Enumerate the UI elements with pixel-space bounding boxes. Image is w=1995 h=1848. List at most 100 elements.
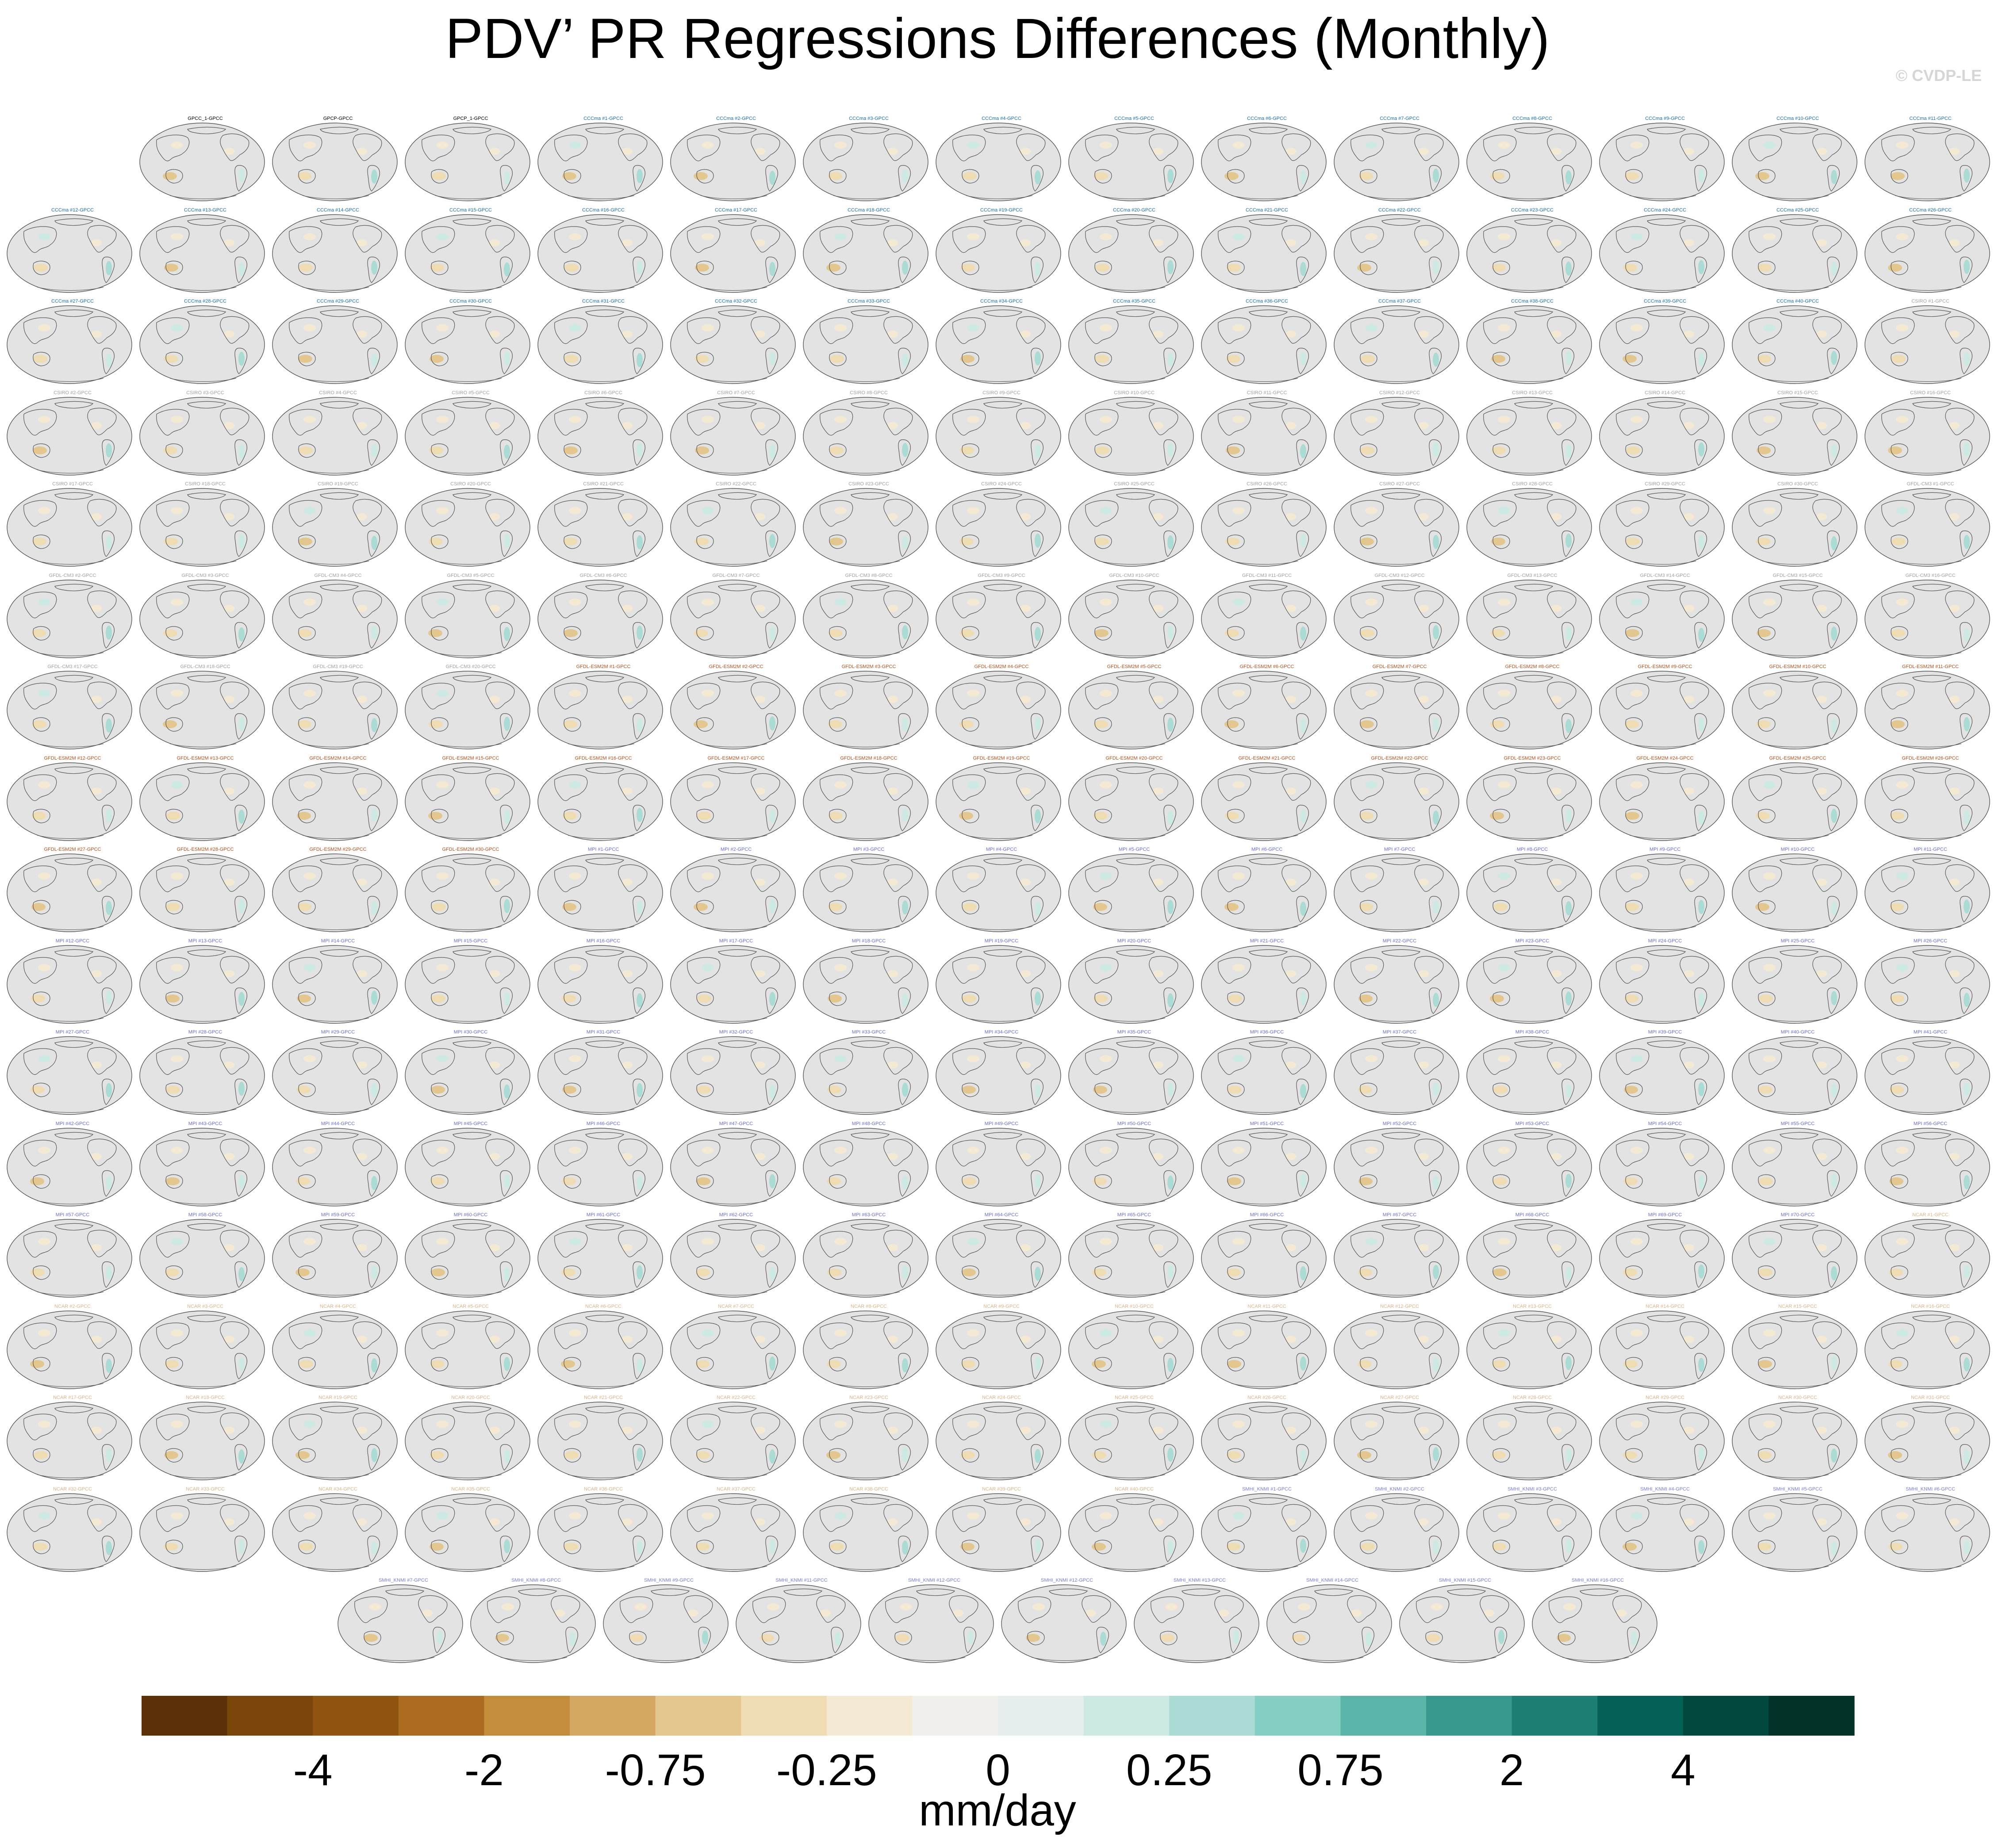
map-panel-title: GFDL-ESM2M #8-GPCC	[1505, 664, 1560, 669]
coastline	[23, 957, 57, 984]
coastline	[751, 1229, 780, 1257]
world-map	[7, 1310, 132, 1389]
regression-patch	[1153, 148, 1163, 155]
coastline	[585, 584, 625, 591]
coastline	[554, 1505, 588, 1532]
coastline	[687, 1414, 721, 1441]
map-ocean	[1532, 1584, 1657, 1663]
map-panel: CCCma #9-GPCC	[1599, 116, 1731, 204]
coastline	[1218, 1231, 1251, 1258]
colorbar-bin	[1340, 1696, 1427, 1736]
regression-patch	[1623, 1542, 1637, 1551]
map-panel-title: NCAR #24-GPCC	[982, 1395, 1021, 1400]
map-panel-title: CCCma #6-GPCC	[1247, 116, 1287, 121]
map-ocean	[537, 671, 663, 749]
coastline	[568, 1474, 635, 1478]
regression-patch	[1094, 720, 1108, 728]
world-map	[1466, 1036, 1592, 1115]
coastline	[1364, 1109, 1431, 1113]
regression-patch	[1228, 994, 1242, 1003]
map-panel: GFDL-CM3 #7-GPCC	[670, 573, 802, 661]
regression-patch	[364, 1634, 378, 1642]
map-ocean	[1865, 1493, 1990, 1572]
coastline	[33, 809, 50, 823]
map-panel: GFDL-CM3 #11-GPCC	[1201, 573, 1333, 661]
world-map	[1599, 579, 1725, 658]
coastline	[1912, 584, 1952, 591]
coastline	[1647, 218, 1686, 226]
regression-patch	[238, 1267, 245, 1281]
regression-patch	[1285, 604, 1296, 612]
regression-patch	[436, 324, 449, 331]
regression-patch	[1890, 1086, 1904, 1094]
regression-patch	[38, 1512, 50, 1519]
coastline	[1514, 675, 1554, 683]
regression-patch	[1232, 233, 1245, 240]
regression-patch	[1949, 696, 1960, 703]
coastline	[102, 1535, 115, 1562]
regression-patch	[303, 781, 316, 788]
regression-patch	[1493, 1177, 1507, 1185]
map-panel: GFDL-CM3 #9-GPCC	[935, 573, 1068, 661]
coastline	[1629, 1291, 1696, 1295]
map-ocean	[405, 1127, 530, 1206]
coastline	[751, 316, 780, 344]
map-panel-title: CSIRO #20-GPCC	[450, 481, 491, 487]
coastline	[1364, 1474, 1431, 1478]
coastline	[568, 652, 635, 656]
regression-patch	[1095, 538, 1109, 546]
map-panel-title: MPI #12-GPCC	[55, 938, 90, 944]
coastline	[1616, 226, 1650, 253]
map-panel: MPI #11-GPCC	[1864, 847, 1995, 935]
regression-patch	[887, 330, 898, 338]
regression-patch	[1285, 1335, 1296, 1343]
map-panel: CCCma #7-GPCC	[1333, 116, 1466, 204]
world-map	[139, 1127, 265, 1206]
coastline	[966, 1291, 1033, 1295]
coastline	[37, 1474, 104, 1478]
coastline	[1562, 1657, 1629, 1661]
regression-patch	[902, 625, 908, 639]
coastline	[1514, 584, 1554, 591]
coastline	[833, 1383, 900, 1387]
map-ocean	[936, 579, 1061, 658]
regression-patch	[902, 993, 908, 1007]
map-ocean	[139, 123, 265, 201]
coastline	[700, 1474, 767, 1478]
map-ocean	[1599, 945, 1725, 1024]
coastline	[1629, 1383, 1696, 1387]
world-map	[670, 579, 796, 658]
coastline	[1749, 1414, 1782, 1441]
map-panel: CCCma #32-GPCC	[670, 299, 802, 387]
coastline	[187, 1040, 226, 1048]
map-panel-title: NCAR #30-GPCC	[1778, 1395, 1818, 1400]
coastline	[169, 287, 237, 291]
coastline	[1414, 1138, 1444, 1166]
coastline	[1762, 1383, 1829, 1387]
regression-patch	[1757, 263, 1772, 272]
coastline	[618, 225, 648, 253]
coastline	[585, 766, 625, 774]
coastline	[1085, 500, 1119, 527]
map-panel-title: CSIRO #28-GPCC	[1512, 481, 1553, 487]
map-ocean	[1865, 488, 1990, 567]
coastline	[353, 1504, 382, 1532]
map-panel: MPI #31-GPCC	[537, 1030, 670, 1118]
coastline	[37, 469, 104, 473]
world-map	[272, 671, 398, 749]
coastline	[435, 1474, 502, 1478]
map-panel: MPI #37-GPCC	[1333, 1030, 1466, 1118]
regression-patch	[1153, 1335, 1163, 1343]
regression-patch	[357, 239, 367, 246]
world-map	[7, 1036, 132, 1115]
map-ocean	[1865, 1310, 1990, 1389]
map-ocean	[1732, 762, 1857, 841]
coastline	[894, 1631, 912, 1645]
map-panel: CSIRO #12-GPCC	[1333, 390, 1466, 479]
coastline	[1827, 987, 1840, 1014]
coastline	[500, 1079, 513, 1105]
coastline	[1694, 1261, 1707, 1288]
regression-patch	[1624, 994, 1638, 1003]
map-panel-title: CCCma #38-GPCC	[1511, 299, 1554, 304]
coastline	[718, 675, 757, 683]
